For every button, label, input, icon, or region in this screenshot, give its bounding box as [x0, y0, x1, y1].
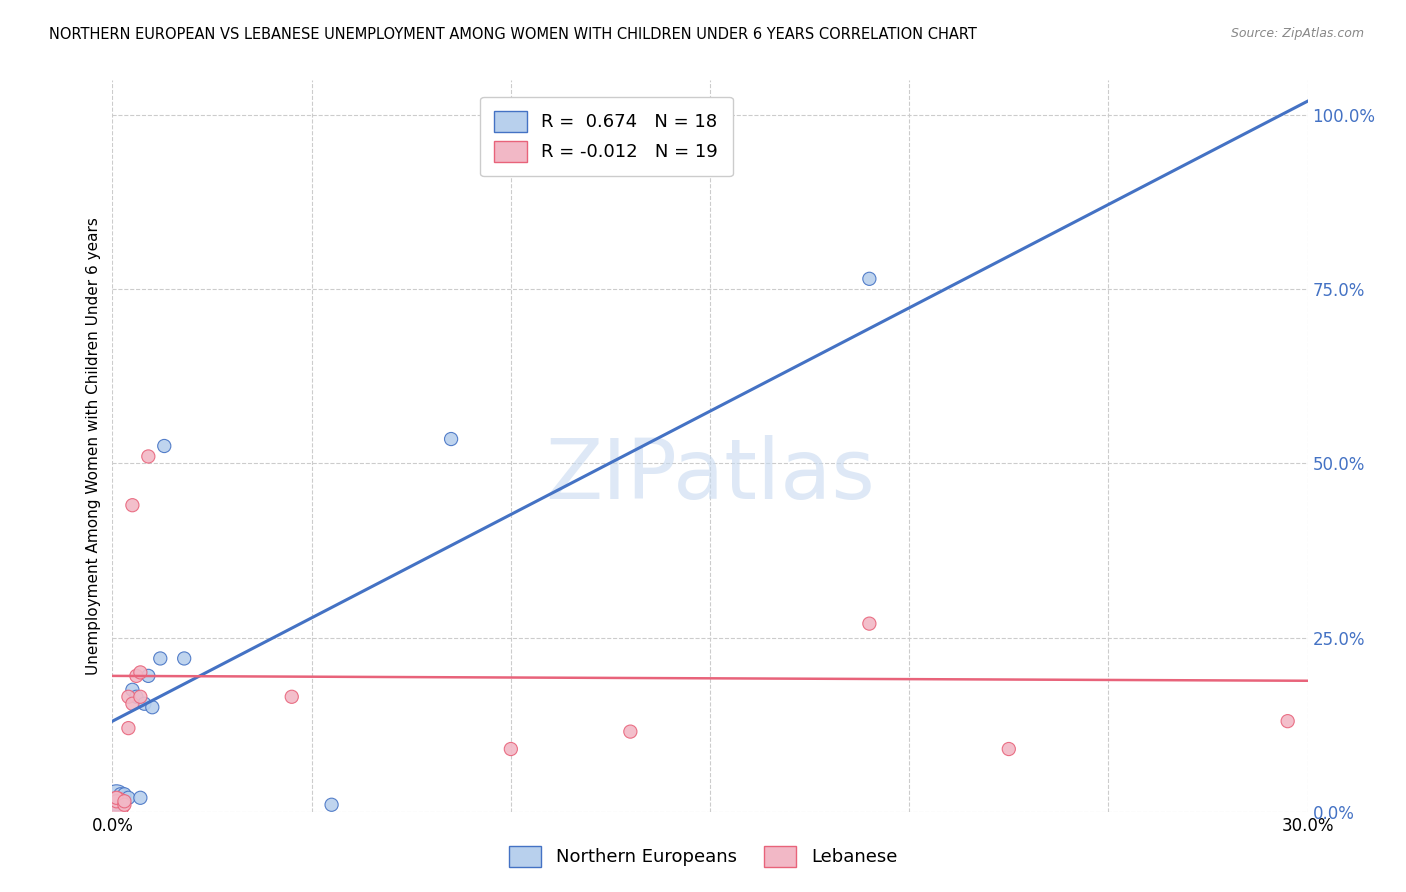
Point: [105, 794, 128, 808]
Point: [129, 790, 152, 805]
Point: [998, 742, 1021, 756]
Point: [173, 651, 195, 665]
Point: [138, 669, 160, 683]
Point: [1277, 714, 1299, 728]
Point: [114, 794, 135, 808]
Text: ZIPatlas: ZIPatlas: [546, 434, 875, 516]
Point: [117, 721, 139, 735]
Point: [858, 272, 880, 286]
Point: [117, 790, 139, 805]
Point: [125, 690, 148, 704]
Point: [117, 690, 139, 704]
Point: [149, 651, 172, 665]
Point: [105, 797, 128, 812]
Point: [110, 794, 132, 808]
Point: [499, 742, 522, 756]
Point: [858, 616, 880, 631]
Legend: Northern Europeans, Lebanese: Northern Europeans, Lebanese: [502, 838, 904, 874]
Text: Source: ZipAtlas.com: Source: ZipAtlas.com: [1230, 27, 1364, 40]
Point: [129, 690, 152, 704]
Legend: R =  0.674   N = 18, R = -0.012   N = 19: R = 0.674 N = 18, R = -0.012 N = 19: [479, 96, 733, 177]
Point: [105, 790, 128, 805]
Point: [121, 498, 143, 512]
Point: [121, 697, 143, 711]
Point: [114, 787, 135, 801]
Point: [114, 797, 135, 812]
Point: [134, 697, 156, 711]
Point: [110, 787, 132, 801]
Point: [138, 450, 160, 464]
Point: [141, 700, 163, 714]
Y-axis label: Unemployment Among Women with Children Under 6 years: Unemployment Among Women with Children U…: [86, 217, 101, 675]
Point: [321, 797, 343, 812]
Point: [129, 665, 152, 680]
Point: [619, 724, 641, 739]
Point: [125, 669, 148, 683]
Point: [153, 439, 176, 453]
Point: [281, 690, 304, 704]
Point: [114, 790, 135, 805]
Point: [105, 790, 128, 805]
Text: NORTHERN EUROPEAN VS LEBANESE UNEMPLOYMENT AMONG WOMEN WITH CHILDREN UNDER 6 YEA: NORTHERN EUROPEAN VS LEBANESE UNEMPLOYME…: [49, 27, 977, 42]
Point: [440, 432, 463, 446]
Point: [121, 682, 143, 697]
